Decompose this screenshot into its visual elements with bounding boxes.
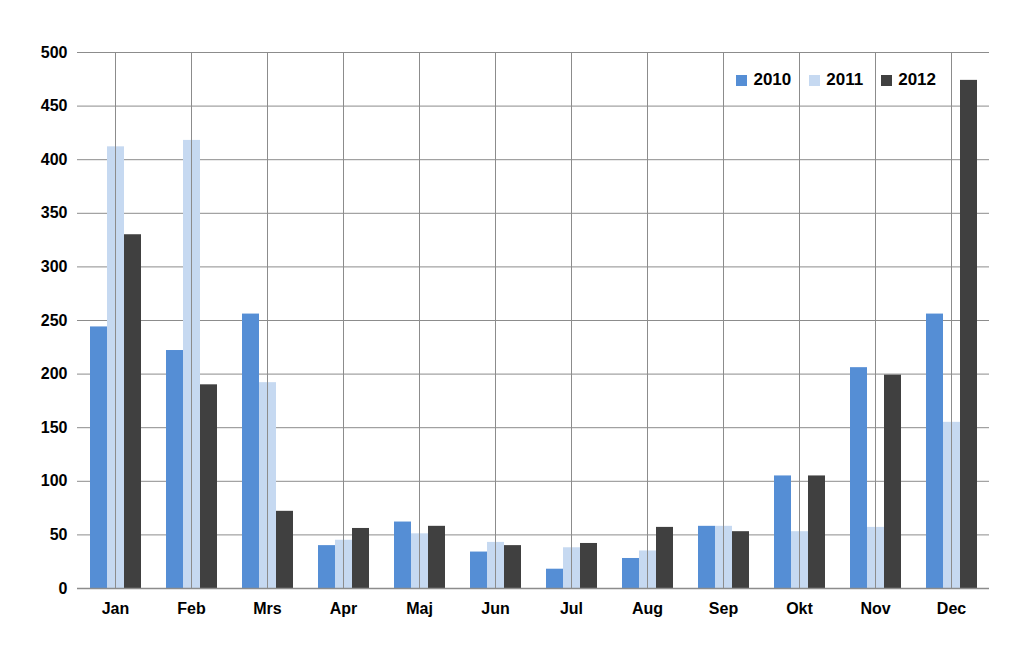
svg-text:400: 400 xyxy=(41,151,68,168)
svg-text:250: 250 xyxy=(41,312,68,329)
svg-text:350: 350 xyxy=(41,204,68,221)
svg-text:50: 50 xyxy=(50,526,68,543)
svg-text:Dec: Dec xyxy=(937,600,966,617)
svg-text:Feb: Feb xyxy=(177,600,206,617)
html-text:2011: 2011 xyxy=(826,70,864,89)
svg-text:150: 150 xyxy=(41,419,68,436)
svg-text:100: 100 xyxy=(41,472,68,489)
svg-text:Jan: Jan xyxy=(102,600,130,617)
svg-text:Jul: Jul xyxy=(560,600,583,617)
svg-text:200: 200 xyxy=(41,365,68,382)
svg-text:Okt: Okt xyxy=(786,600,813,617)
svg-text:Sep: Sep xyxy=(709,600,739,617)
svg-text:450: 450 xyxy=(41,97,68,114)
svg-text:0: 0 xyxy=(59,580,68,597)
svg-text:500: 500 xyxy=(41,44,68,61)
svg-text:Jun: Jun xyxy=(481,600,509,617)
svg-text:Apr: Apr xyxy=(330,600,358,617)
svg-text:300: 300 xyxy=(41,258,68,275)
svg-text:Mrs: Mrs xyxy=(253,600,282,617)
svg-text:Aug: Aug xyxy=(632,600,663,617)
svg-text:Nov: Nov xyxy=(860,600,890,617)
svg-text:Maj: Maj xyxy=(406,600,433,617)
html-text:2010: 2010 xyxy=(753,70,792,89)
html-text:2012: 2012 xyxy=(898,70,936,89)
